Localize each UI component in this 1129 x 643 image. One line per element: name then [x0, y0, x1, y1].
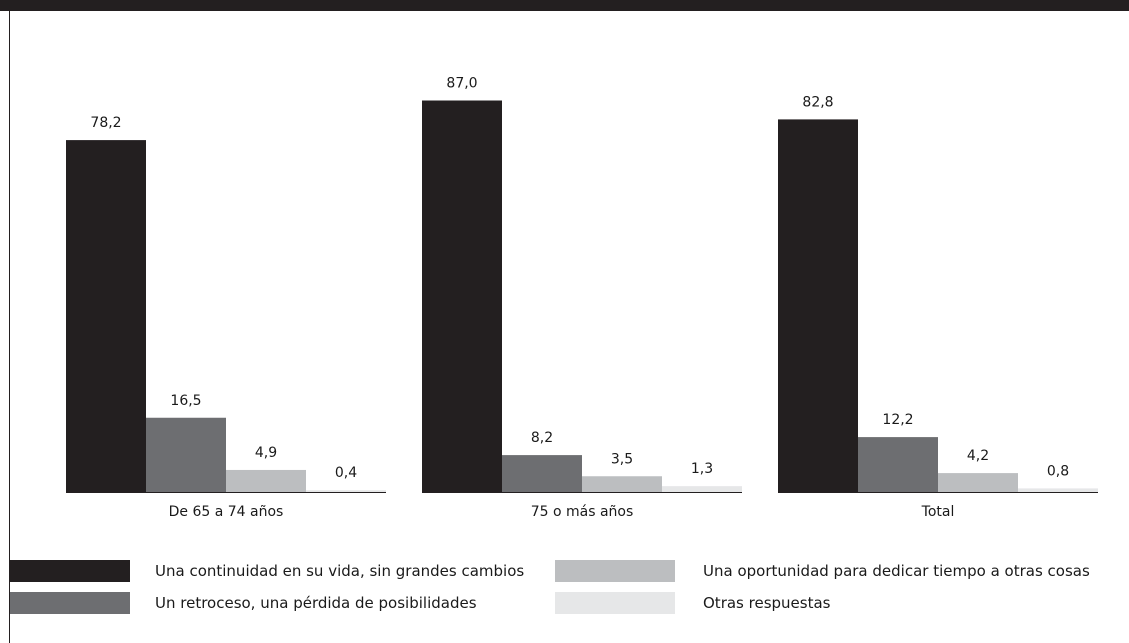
category-label-0: De 65 a 74 años: [169, 504, 284, 520]
bar-2-3: [1018, 488, 1098, 492]
top-bar: [0, 0, 1129, 11]
data-label-0-0: 78,2: [90, 115, 121, 131]
data-label-0-2: 4,9: [255, 445, 277, 461]
bar-0-2: [226, 469, 306, 492]
bar-0-0: [66, 140, 146, 492]
category-label-2: Total: [921, 504, 955, 520]
data-label-1-1: 8,2: [531, 430, 553, 446]
legend: Una continuidad en su vida, sin grandes …: [0, 556, 1129, 626]
bar-chart: 78,2 16,5 4,9 0,4 De 65 a 74 años 87,0 8,2 3,5 1…: [66, 76, 1098, 520]
data-label-0-3: 0,4: [335, 465, 357, 481]
data-label-2-3: 0,8: [1047, 463, 1069, 479]
legend-label-otras: Otras respuestas: [703, 594, 831, 612]
bar-2-0: [778, 119, 858, 493]
data-label-1-2: 3,5: [611, 451, 633, 467]
legend-label-retroceso: Un retroceso, una pérdida de posibilidad…: [155, 594, 477, 612]
data-label-0-1: 16,5: [170, 393, 201, 409]
left-rule: [9, 11, 10, 643]
bar-0-3: [306, 490, 386, 492]
data-label-2-0: 82,8: [802, 94, 833, 110]
data-label-1-0: 87,0: [446, 76, 477, 92]
legend-label-oportunidad: Una oportunidad para dedicar tiempo a ot…: [703, 562, 1090, 580]
data-label-2-2: 4,2: [967, 448, 989, 464]
legend-label-continuidad: Una continuidad en su vida, sin grandes …: [155, 562, 525, 580]
bar-1-1: [502, 455, 582, 492]
bar-1-3: [662, 486, 742, 492]
data-label-1-3: 1,3: [691, 461, 713, 477]
bar-1-0: [422, 100, 502, 492]
bar-1-2: [582, 476, 662, 492]
data-label-2-1: 12,2: [882, 412, 913, 428]
legend-swatch-continuidad: [10, 560, 130, 582]
bar-0-1: [146, 417, 226, 492]
legend-swatch-oportunidad: [555, 560, 675, 582]
legend-swatch-retroceso: [10, 592, 130, 614]
bar-2-1: [858, 437, 938, 492]
category-label-1: 75 o más años: [531, 504, 634, 520]
bar-2-2: [938, 473, 1018, 492]
legend-swatch-otras: [555, 592, 675, 614]
